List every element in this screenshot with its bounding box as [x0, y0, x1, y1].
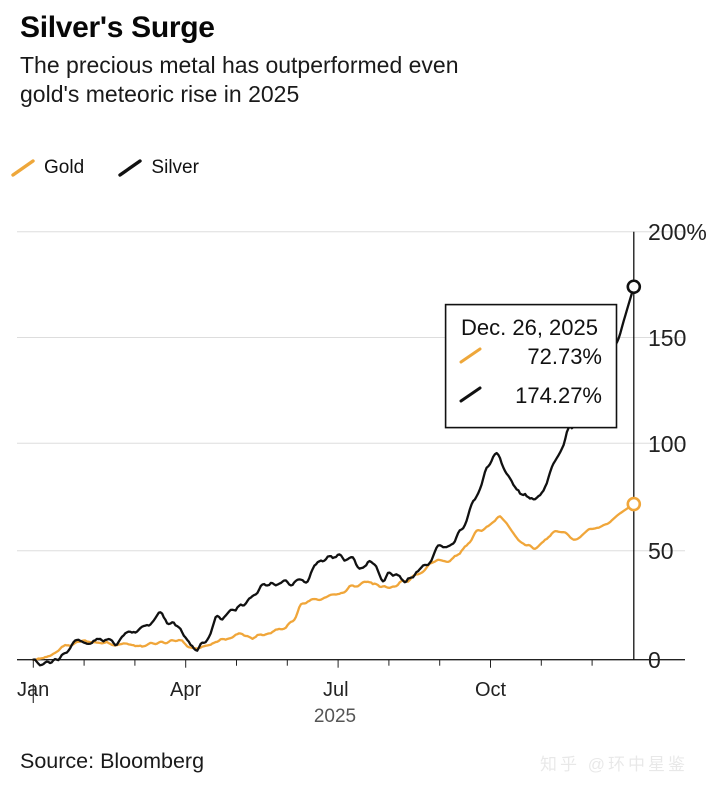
svg-text:50: 50: [648, 538, 674, 564]
svg-text:150: 150: [648, 325, 686, 351]
svg-text:0: 0: [648, 647, 661, 673]
svg-text:174.27%: 174.27%: [515, 383, 602, 408]
svg-text:2025: 2025: [314, 706, 356, 727]
svg-text:200%: 200%: [648, 219, 707, 245]
svg-text:Dec. 26, 2025: Dec. 26, 2025: [461, 315, 598, 340]
svg-text:Oct: Oct: [475, 679, 507, 701]
svg-text:Jan: Jan: [17, 679, 49, 701]
svg-text:Jul: Jul: [323, 679, 349, 701]
svg-text:72.73%: 72.73%: [527, 344, 602, 369]
svg-text:100: 100: [648, 431, 686, 457]
svg-text:Apr: Apr: [170, 679, 201, 701]
